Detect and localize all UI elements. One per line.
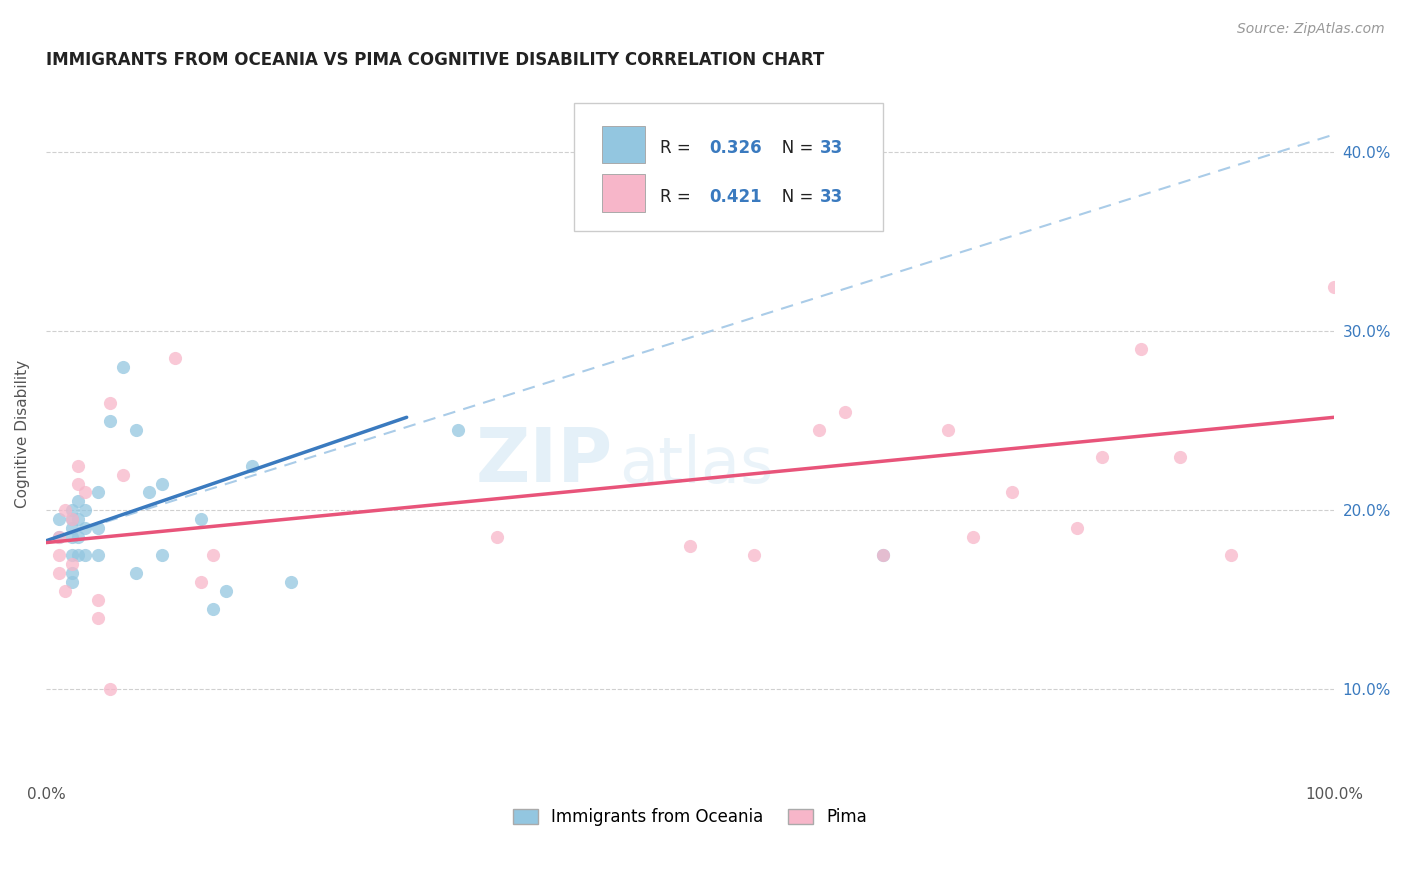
Point [86, 548, 108, 562]
FancyBboxPatch shape [603, 126, 645, 163]
Point [48, 548, 70, 562]
Point [202, 602, 225, 616]
Point [67, 530, 90, 544]
Point [190, 574, 212, 589]
Point [60, 512, 83, 526]
Point [872, 548, 894, 562]
Point [67, 512, 90, 526]
Point [48, 566, 70, 580]
Text: 0.326: 0.326 [710, 139, 762, 157]
Point [1129, 343, 1152, 357]
Text: R =: R = [661, 187, 696, 205]
Point [679, 539, 702, 553]
Point [48, 512, 70, 526]
Point [1168, 450, 1191, 464]
Point [100, 414, 122, 428]
Point [280, 574, 302, 589]
Point [1323, 279, 1346, 293]
Point [150, 548, 173, 562]
Point [100, 682, 122, 697]
Point [1220, 548, 1243, 562]
FancyBboxPatch shape [574, 103, 883, 231]
Point [53, 583, 76, 598]
Point [485, 530, 508, 544]
Point [215, 583, 238, 598]
Point [190, 512, 212, 526]
Point [67, 476, 90, 491]
Text: 33: 33 [820, 187, 844, 205]
Point [60, 521, 83, 535]
Point [86, 485, 108, 500]
Point [447, 423, 470, 437]
Point [936, 423, 959, 437]
Point [73, 548, 96, 562]
Point [202, 548, 225, 562]
Point [125, 566, 148, 580]
Point [163, 351, 186, 366]
Point [86, 611, 108, 625]
Text: atlas: atlas [619, 434, 773, 496]
Y-axis label: Cognitive Disability: Cognitive Disability [15, 360, 30, 508]
Point [744, 548, 766, 562]
Legend: Immigrants from Oceania, Pima: Immigrants from Oceania, Pima [506, 801, 875, 832]
Point [150, 476, 173, 491]
Point [138, 485, 160, 500]
Point [834, 405, 856, 419]
Point [73, 485, 96, 500]
Text: IMMIGRANTS FROM OCEANIA VS PIMA COGNITIVE DISABILITY CORRELATION CHART: IMMIGRANTS FROM OCEANIA VS PIMA COGNITIV… [46, 51, 824, 69]
Point [807, 423, 830, 437]
Point [60, 530, 83, 544]
Text: 33: 33 [820, 139, 844, 157]
Point [60, 574, 83, 589]
Text: R =: R = [661, 139, 696, 157]
Text: 0.421: 0.421 [710, 187, 762, 205]
Point [112, 360, 135, 375]
Point [60, 548, 83, 562]
Point [962, 530, 984, 544]
Point [1091, 450, 1114, 464]
Point [60, 566, 83, 580]
Point [112, 467, 135, 482]
Text: Source: ZipAtlas.com: Source: ZipAtlas.com [1237, 22, 1385, 37]
Point [125, 423, 148, 437]
Point [73, 503, 96, 517]
Point [60, 503, 83, 517]
Point [86, 593, 108, 607]
Point [67, 494, 90, 508]
Point [1066, 521, 1088, 535]
Text: ZIP: ZIP [475, 425, 613, 499]
Point [872, 548, 894, 562]
Point [53, 503, 76, 517]
FancyBboxPatch shape [603, 174, 645, 211]
Point [73, 521, 96, 535]
Point [67, 458, 90, 473]
Point [60, 557, 83, 571]
Point [86, 521, 108, 535]
Text: N =: N = [766, 187, 818, 205]
Point [60, 512, 83, 526]
Text: N =: N = [766, 139, 818, 157]
Point [48, 530, 70, 544]
Point [67, 548, 90, 562]
Point [48, 530, 70, 544]
Point [1001, 485, 1024, 500]
Point [240, 458, 263, 473]
Point [100, 396, 122, 410]
